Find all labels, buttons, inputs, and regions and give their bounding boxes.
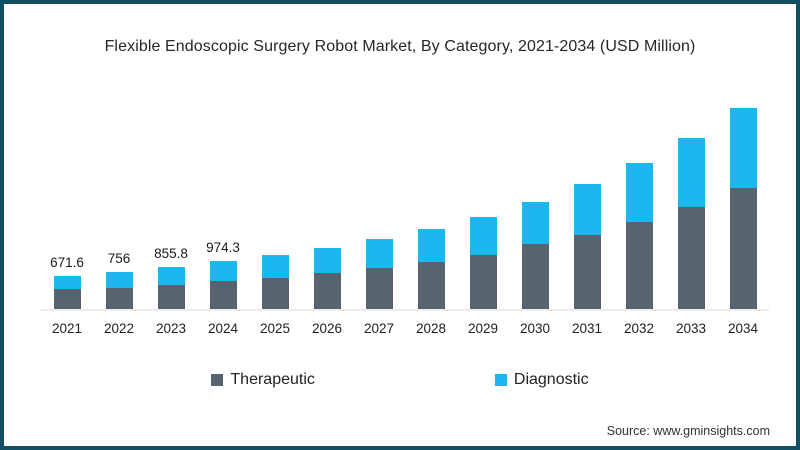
bar-stack-2027 xyxy=(365,239,393,309)
bar-segment-therapeutic-2024 xyxy=(209,281,237,309)
source-text: Source: www.gminsights.com xyxy=(606,424,770,438)
bar-segment-therapeutic-2029 xyxy=(469,254,497,309)
bar-stack-2021 xyxy=(53,275,81,309)
bar-stack-2034 xyxy=(729,107,757,309)
bar-stack-2025 xyxy=(261,254,289,309)
bar-group-2033: 2033 xyxy=(665,70,717,336)
bar-group-2032: 2032 xyxy=(613,70,665,336)
bar-stack-2031 xyxy=(573,183,601,309)
therapeutic-swatch-icon xyxy=(211,374,224,386)
bar-group-2022: 756 2022 xyxy=(93,70,145,336)
bar-segment-therapeutic-2025 xyxy=(261,278,289,309)
x-tick-label-2034: 2034 xyxy=(727,321,759,336)
bar-segment-diagnostic-2022 xyxy=(105,271,133,288)
bar-segment-therapeutic-2028 xyxy=(417,261,445,309)
bar-segment-diagnostic-2023 xyxy=(157,266,185,285)
bar-segment-diagnostic-2031 xyxy=(573,183,601,235)
bar-segment-diagnostic-2034 xyxy=(729,107,757,188)
bar-segment-diagnostic-2025 xyxy=(261,254,289,279)
bar-group-2030: 2030 xyxy=(509,70,561,336)
bar-group-2029: 2029 xyxy=(457,70,509,336)
bar-segment-therapeutic-2021 xyxy=(53,288,81,309)
bar-segment-therapeutic-2022 xyxy=(105,287,133,309)
bar-segment-therapeutic-2026 xyxy=(313,273,341,309)
bar-total-label-2023: 855.8 xyxy=(154,245,188,261)
bar-segment-diagnostic-2033 xyxy=(677,137,705,207)
bar-group-2034: 2034 xyxy=(717,70,769,336)
bar-total-label-2021: 671.6 xyxy=(50,254,84,270)
legend-label-diagnostic: Diagnostic xyxy=(513,371,589,388)
x-tick-label-2026: 2026 xyxy=(311,321,343,336)
bar-segment-diagnostic-2032 xyxy=(625,162,653,222)
bar-segment-diagnostic-2021 xyxy=(53,275,81,289)
bar-group-2024: 974.3 2024 xyxy=(197,70,249,336)
x-tick-label-2023: 2023 xyxy=(155,321,187,336)
bar-stack-2026 xyxy=(313,248,341,309)
bar-group-2023: 855.8 2023 xyxy=(145,70,197,336)
bar-group-2021: 671.6 2021 xyxy=(41,70,93,336)
bar-segment-therapeutic-2031 xyxy=(573,234,601,309)
x-tick-label-2025: 2025 xyxy=(259,321,291,336)
bar-stack-2024 xyxy=(209,261,237,309)
bar-stack-2030 xyxy=(521,201,549,309)
bar-segment-diagnostic-2028 xyxy=(417,229,445,262)
bar-total-label-2024: 974.3 xyxy=(206,240,240,256)
bar-stack-2029 xyxy=(469,216,497,309)
bar-group-2031: 2031 xyxy=(561,70,613,336)
bar-segment-therapeutic-2033 xyxy=(677,206,705,309)
bar-stack-2022 xyxy=(105,271,133,309)
x-tick-label-2030: 2030 xyxy=(519,321,551,336)
bar-segment-therapeutic-2023 xyxy=(157,284,185,309)
bar-stack-2023 xyxy=(157,266,185,309)
x-tick-label-2029: 2029 xyxy=(467,321,499,336)
x-tick-label-2021: 2021 xyxy=(51,321,83,336)
x-tick-label-2031: 2031 xyxy=(571,321,603,336)
bar-segment-therapeutic-2027 xyxy=(365,268,393,309)
x-tick-label-2024: 2024 xyxy=(207,321,239,336)
bar-group-2027: 2027 xyxy=(353,70,405,336)
plot-area: 671.6 2021 756 2022 855.8 2023 974.3 2024 2025 20… xyxy=(41,70,769,336)
chart-title: Flexible Endoscopic Surgery Robot Market… xyxy=(104,38,696,55)
bar-segment-therapeutic-2034 xyxy=(729,187,757,309)
bar-group-2025: 2025 xyxy=(249,70,301,336)
bar-group-2028: 2028 xyxy=(405,70,457,336)
legend-item-therapeutic: Therapeutic xyxy=(211,371,315,389)
bar-segment-diagnostic-2030 xyxy=(521,201,549,245)
bar-segment-diagnostic-2029 xyxy=(469,216,497,255)
diagnostic-swatch-icon xyxy=(494,374,507,386)
bar-total-label-2022: 756 xyxy=(107,250,131,266)
bar-segment-diagnostic-2024 xyxy=(209,261,237,282)
bar-segment-therapeutic-2030 xyxy=(521,244,549,309)
legend: Therapeutic Diagnostic xyxy=(4,371,796,389)
bar-stack-2033 xyxy=(677,137,705,309)
legend-label-therapeutic: Therapeutic xyxy=(230,371,315,388)
legend-item-diagnostic: Diagnostic xyxy=(494,371,589,389)
bar-segment-diagnostic-2027 xyxy=(365,239,393,269)
bar-stack-2028 xyxy=(417,229,445,309)
x-tick-label-2028: 2028 xyxy=(415,321,447,336)
x-tick-label-2033: 2033 xyxy=(675,321,707,336)
bar-group-2026: 2026 xyxy=(301,70,353,336)
x-tick-label-2027: 2027 xyxy=(363,321,395,336)
bar-stack-2032 xyxy=(625,162,653,309)
x-tick-label-2022: 2022 xyxy=(103,321,135,336)
x-tick-label-2032: 2032 xyxy=(623,321,655,336)
bar-segment-diagnostic-2026 xyxy=(313,248,341,274)
bar-segment-therapeutic-2032 xyxy=(625,221,653,309)
